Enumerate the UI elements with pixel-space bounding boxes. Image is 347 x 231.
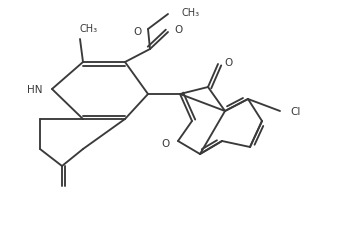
Text: O: O	[134, 27, 142, 37]
Text: O: O	[174, 25, 182, 35]
Text: O: O	[162, 138, 170, 148]
Text: CH₃: CH₃	[182, 8, 200, 18]
Text: Cl: Cl	[290, 106, 301, 116]
Text: HN: HN	[27, 85, 43, 94]
Text: O: O	[224, 58, 232, 68]
Text: CH₃: CH₃	[80, 24, 98, 34]
